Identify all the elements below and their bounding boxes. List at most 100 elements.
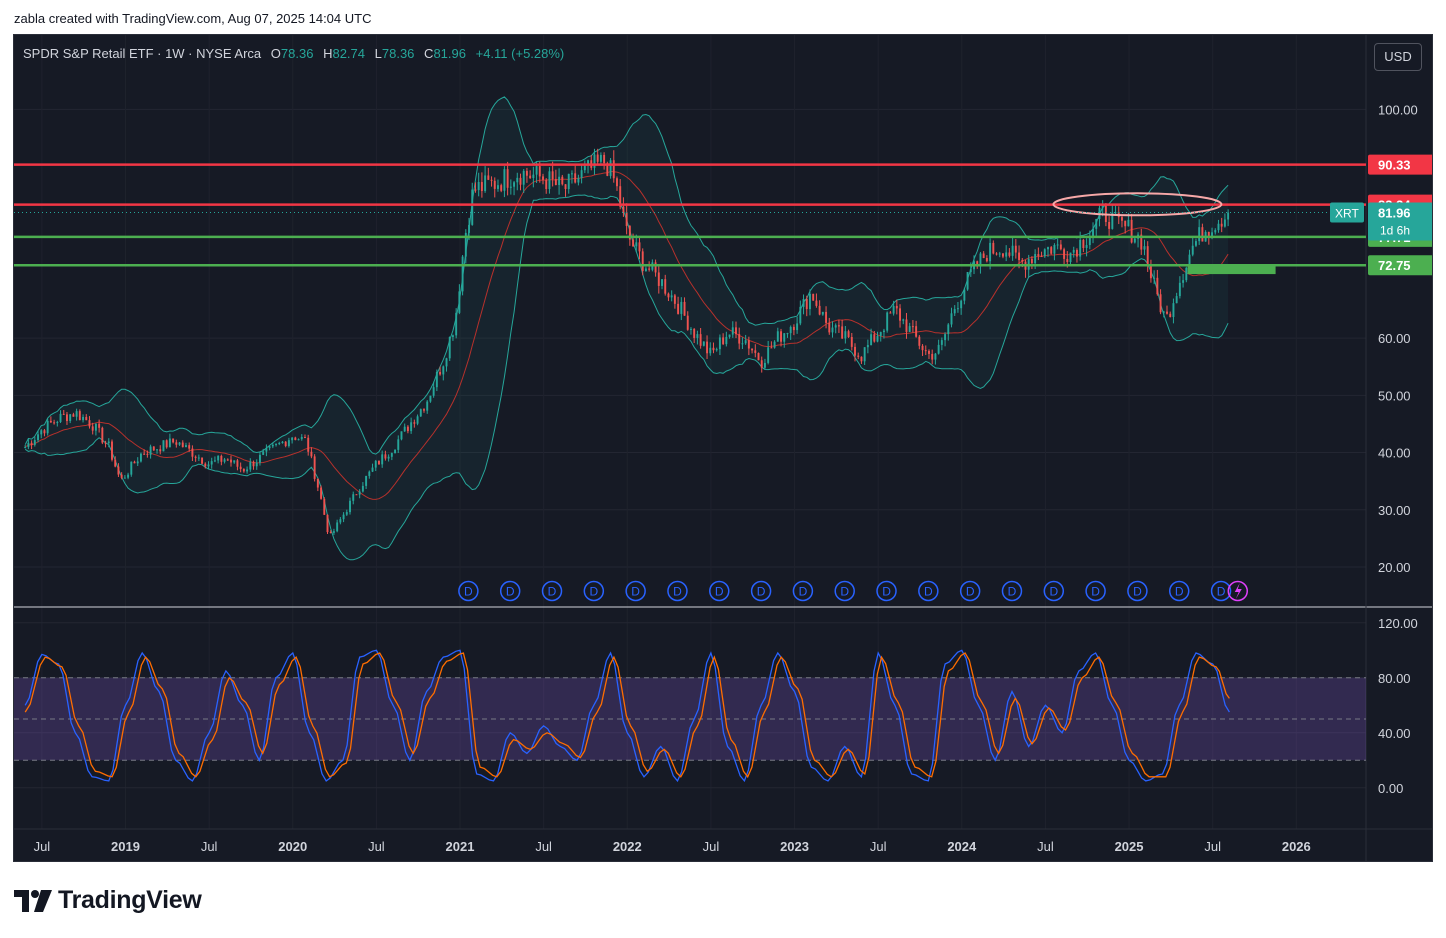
dividend-marker — [792, 580, 814, 602]
candle-body — [429, 395, 432, 402]
time-tick-label: Jul — [201, 839, 218, 854]
candle-body — [1223, 219, 1226, 227]
candle-body — [1130, 219, 1133, 243]
candle-body — [403, 426, 406, 432]
candle-body — [731, 327, 734, 335]
candle-body — [1079, 239, 1082, 257]
candle-body — [1191, 245, 1194, 255]
candle-body — [33, 440, 36, 445]
candle-body — [120, 474, 123, 478]
close-label: C — [424, 46, 434, 61]
candle-body — [1053, 244, 1056, 254]
dividend-marker — [1001, 580, 1023, 602]
candle-body — [43, 430, 46, 434]
candle-body — [326, 514, 329, 533]
candle-body — [1172, 303, 1175, 317]
candle-body — [1114, 212, 1117, 214]
candle-body — [91, 426, 94, 431]
high-label: H — [323, 46, 333, 61]
candle-body — [580, 170, 583, 178]
candle-body — [538, 166, 541, 177]
candle-body — [915, 326, 918, 337]
candle-body — [918, 336, 921, 346]
candle-body — [104, 442, 107, 444]
candle-body — [728, 334, 731, 337]
candle-body — [471, 189, 474, 225]
dividend-marker-label: D — [924, 585, 933, 599]
candle-body — [506, 169, 509, 188]
candle-body — [789, 326, 792, 334]
candle-body — [78, 411, 81, 421]
time-tick-label: 2021 — [446, 839, 475, 854]
osc-tick-label: 40.00 — [1378, 726, 1411, 741]
candle-body — [1159, 294, 1162, 313]
candle-body — [683, 301, 686, 316]
candle-body — [1207, 231, 1210, 236]
candle-body — [114, 459, 117, 467]
symbol-tag-bg — [1330, 202, 1364, 223]
candle-body — [738, 334, 741, 344]
candle-body — [834, 325, 837, 328]
candle-body — [1021, 260, 1024, 262]
candle-body — [850, 336, 853, 347]
candle-body — [776, 331, 779, 342]
candle-body — [667, 293, 670, 298]
candle-body — [564, 184, 567, 190]
candle-body — [902, 319, 905, 321]
dividend-marker — [1127, 580, 1148, 602]
candle-body — [628, 226, 631, 240]
candle-body — [857, 355, 860, 357]
dividend-marker-label: D — [548, 585, 557, 599]
candle-body — [657, 272, 660, 286]
candle-body — [882, 330, 885, 333]
candle-body — [146, 453, 149, 455]
time-tick-label: Jul — [535, 839, 552, 854]
candle-body — [49, 420, 52, 423]
candle-body — [969, 269, 972, 273]
symbol-name: SPDR S&P Retail ETF · 1W · NYSE Arca — [23, 46, 262, 61]
candle-body — [159, 449, 162, 452]
dividend-marker — [750, 580, 772, 602]
candle-body — [812, 293, 815, 301]
candle-body — [979, 253, 982, 267]
currency-button[interactable]: USD — [1374, 43, 1422, 71]
support-zone-box — [1187, 266, 1276, 275]
candle-body — [101, 427, 104, 443]
candle-body — [310, 451, 313, 457]
dividend-marker-label: D — [799, 585, 808, 599]
candle-body — [722, 337, 725, 345]
candle-body — [439, 372, 442, 375]
candle-body — [178, 442, 181, 445]
candle-body — [1011, 245, 1014, 256]
candle-body — [670, 295, 673, 298]
candle-body — [1217, 223, 1220, 231]
candle-body — [162, 440, 165, 452]
candle-body — [992, 242, 995, 254]
low-value: 78.36 — [381, 46, 415, 61]
dividend-marker — [583, 580, 605, 602]
candle-body — [416, 416, 419, 424]
candle-body — [88, 420, 91, 427]
candle-body — [336, 522, 339, 532]
candle-body — [760, 360, 763, 368]
candle-body — [847, 331, 850, 337]
candle-body — [252, 461, 255, 467]
price-tick-label: 40.00 — [1378, 446, 1411, 461]
candle-body — [213, 460, 216, 462]
candle-body — [56, 421, 59, 423]
candle-body — [1153, 277, 1156, 279]
candle-body — [619, 186, 622, 207]
candle-body — [921, 345, 924, 351]
candle-body — [1002, 253, 1004, 257]
candle-body — [532, 174, 535, 179]
dividend-marker — [625, 580, 646, 602]
candle-body — [1066, 258, 1069, 263]
candle-body — [551, 171, 554, 180]
candle-body — [638, 242, 641, 252]
candle-body — [1149, 264, 1152, 279]
candle-body — [349, 500, 351, 513]
candle-body — [735, 327, 737, 335]
candle-body — [1198, 227, 1201, 242]
